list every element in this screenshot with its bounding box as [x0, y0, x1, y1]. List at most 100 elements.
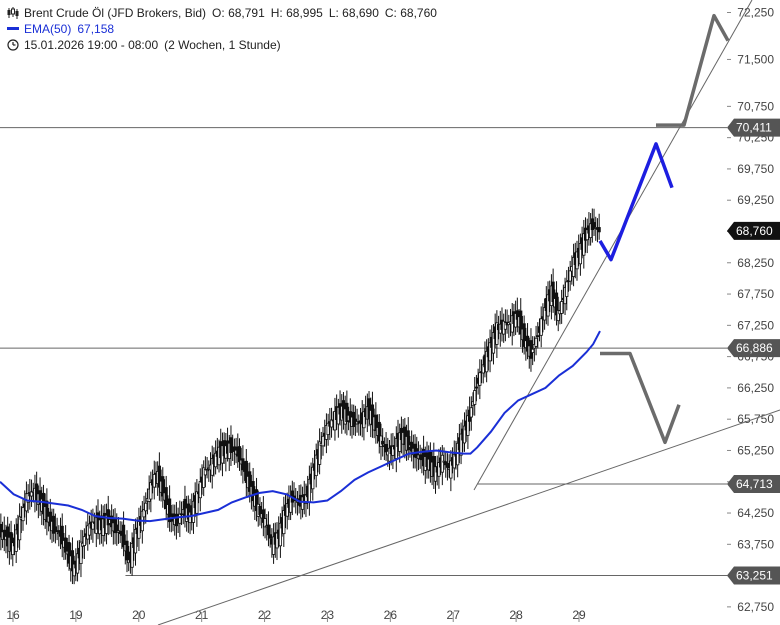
candle-body: [495, 322, 499, 345]
candle-body: [82, 536, 86, 546]
price-badge-label: 70,411: [736, 121, 772, 135]
candle-body: [149, 482, 153, 500]
candle-body: [522, 323, 526, 347]
candle-body: [275, 532, 279, 549]
candle-body: [333, 411, 337, 431]
candle-body: [318, 441, 322, 465]
candle-body: [418, 454, 422, 460]
candle-body: [26, 493, 30, 503]
y-tick-label: 72,250: [737, 6, 774, 20]
candle-body: [29, 491, 34, 497]
candle-body: [473, 390, 477, 405]
candle-body: [60, 525, 64, 545]
candle-body: [164, 487, 168, 509]
candle-body: [585, 229, 589, 241]
candle-body: [478, 372, 482, 386]
candle-body: [87, 523, 92, 536]
candle-body: [445, 463, 450, 468]
candle-body: [14, 529, 18, 552]
projection-grey-down[interactable]: [600, 351, 681, 445]
candle-body: [582, 233, 586, 256]
candle-body: [381, 440, 385, 445]
ema-line-icon[interactable]: [6, 22, 20, 36]
candle-body: [254, 489, 259, 512]
instrument-name: Brent Crude Öl (JFD Brokers, Bid): [24, 6, 207, 20]
candle-body: [210, 458, 214, 476]
candle-body: [345, 402, 349, 423]
y-tick-label: 67,750: [737, 287, 774, 301]
candle-body: [53, 526, 57, 532]
candle-body: [152, 473, 156, 488]
price-badge[interactable]: [727, 118, 780, 137]
clock-icon: [6, 38, 20, 52]
chart-legend: Brent Crude Öl (JFD Brokers, Bid) O: 68,…: [6, 5, 437, 53]
candle-body: [278, 522, 282, 547]
candle-body: [142, 509, 146, 518]
candle-body: [45, 500, 49, 523]
x-tick-label: 16: [6, 608, 20, 622]
candle-body: [515, 310, 519, 320]
candle-body: [437, 462, 441, 477]
ohlc-low: L: 68,690: [328, 6, 379, 20]
candle-body: [575, 251, 579, 270]
price-badge[interactable]: [727, 221, 780, 240]
candle-body: [514, 313, 518, 328]
candle-body: [55, 530, 59, 533]
candle-body: [403, 426, 407, 445]
trendline-upper[interactable]: [473, 0, 753, 491]
price-badge[interactable]: [727, 566, 780, 585]
candle-body: [539, 318, 543, 336]
candle-body: [565, 281, 569, 297]
ema-value: 67,158: [77, 22, 115, 36]
candle-body: [186, 503, 190, 520]
candle-body: [546, 294, 550, 317]
x-tick-label: 19: [69, 608, 83, 622]
x-tick-label: 23: [321, 608, 335, 622]
candle-body: [432, 456, 436, 477]
candle-body: [466, 415, 470, 436]
projection-grey-up[interactable]: [656, 13, 730, 127]
candle-body: [452, 453, 456, 469]
candle-body: [261, 509, 265, 523]
candle-body: [38, 490, 42, 505]
candle-body: [266, 524, 271, 536]
ohlc-open: O: 68,791: [212, 6, 265, 20]
price-badge[interactable]: [727, 339, 780, 358]
y-tick-label: 69,750: [737, 162, 774, 176]
projection-blue[interactable]: [598, 142, 674, 262]
candle-body: [72, 563, 76, 577]
candlestick-icon[interactable]: [6, 6, 20, 20]
candle-body: [271, 536, 276, 555]
candle-body: [462, 425, 467, 444]
candle-body: [481, 364, 485, 374]
ema-line[interactable]: [0, 330, 601, 523]
trendline-lower[interactable]: [157, 409, 780, 625]
candle-body: [258, 505, 262, 516]
candle-body: [314, 454, 318, 477]
candle-body: [594, 227, 598, 229]
candle-body: [191, 500, 196, 523]
candle-body: [2, 529, 6, 540]
candle-body: [377, 421, 381, 442]
candle-body: [75, 553, 80, 574]
price-badge[interactable]: [727, 475, 780, 494]
x-tick-label: 26: [384, 608, 398, 622]
candle-body: [531, 348, 535, 353]
candle-body: [311, 466, 315, 490]
candle-body: [597, 227, 601, 233]
candle-body: [229, 437, 233, 453]
candle-body: [449, 460, 453, 479]
candle-body: [205, 469, 209, 472]
candle-body: [168, 498, 172, 523]
candle-body: [551, 281, 555, 303]
candle-body: [519, 310, 523, 335]
candle-body: [251, 481, 255, 502]
candle-body: [329, 419, 334, 428]
candle-body: [121, 524, 126, 548]
ema-label: EMA(50): [24, 22, 72, 36]
y-tick-label: 63,750: [737, 537, 774, 551]
candle-body: [578, 243, 582, 265]
candle-body: [21, 507, 25, 522]
candle-body: [300, 496, 305, 510]
